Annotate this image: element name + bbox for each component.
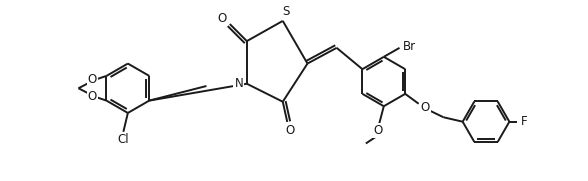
Text: Cl: Cl (118, 133, 129, 146)
Text: N: N (235, 77, 243, 90)
Text: O: O (88, 73, 97, 86)
Text: O: O (217, 12, 226, 25)
Text: S: S (282, 5, 290, 18)
Text: Br: Br (403, 39, 416, 52)
Text: O: O (373, 124, 383, 137)
Text: O: O (88, 90, 97, 103)
Text: O: O (420, 101, 430, 114)
Text: F: F (522, 115, 528, 128)
Text: O: O (285, 123, 294, 136)
